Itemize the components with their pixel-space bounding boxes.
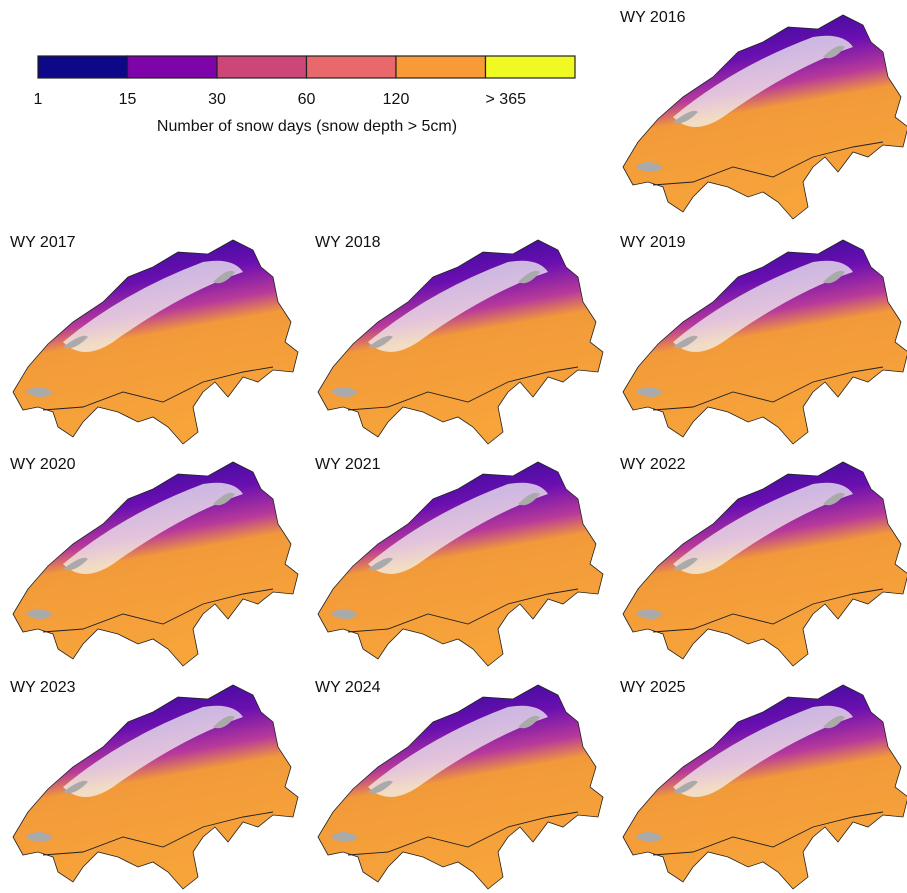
snow-map (318, 685, 603, 889)
panel-title: WY 2024 (315, 679, 381, 696)
panel-title: WY 2017 (10, 234, 76, 251)
snow-map (13, 462, 298, 666)
panel-title: WY 2016 (620, 9, 686, 26)
map-panel: WY 2025 (620, 679, 907, 889)
snow-map (623, 685, 907, 889)
map-panel: WY 2024 (315, 679, 603, 889)
colorbar-segment (37, 55, 129, 79)
colorbar-tick-label: 60 (298, 91, 316, 108)
map-panels: WY 2016 WY 2017 WY 2018 WY 2019 WY 2020 WY 20… (10, 9, 907, 889)
snow-map (623, 15, 907, 219)
colorbar-tick-label: 120 (383, 91, 410, 108)
colorbar-tick-label: > 365 (486, 91, 527, 108)
panel-title: WY 2023 (10, 679, 76, 696)
map-panel: WY 2023 (10, 679, 298, 889)
colorbar-segment (305, 55, 397, 79)
snow-map (318, 462, 603, 666)
snow-map (623, 240, 907, 444)
panel-title: WY 2025 (620, 679, 686, 696)
map-panel: WY 2017 (10, 234, 298, 444)
panel-title: WY 2020 (10, 456, 76, 473)
colorbar-segment (216, 55, 308, 79)
map-panel: WY 2020 (10, 456, 298, 666)
colorbar: 1 15 30 60 120 > 365 (34, 55, 576, 108)
panel-title: WY 2022 (620, 456, 686, 473)
panel-title: WY 2019 (620, 234, 686, 251)
colorbar-title: Number of snow days (snow depth > 5cm) (157, 118, 457, 135)
map-panel: WY 2018 (315, 234, 603, 444)
colorbar-segment (395, 55, 487, 79)
colorbar-segment (126, 55, 218, 79)
map-panel: WY 2019 (620, 234, 907, 444)
colorbar-segment (484, 55, 576, 79)
colorbar-tick-label: 30 (208, 91, 226, 108)
snow-map (623, 462, 907, 666)
map-panel: WY 2016 (620, 9, 907, 219)
map-panel: WY 2021 (315, 456, 603, 666)
map-panel: WY 2022 (620, 456, 907, 666)
panel-title: WY 2018 (315, 234, 381, 251)
snow-map (13, 240, 298, 444)
colorbar-tick-label: 15 (119, 91, 137, 108)
panel-title: WY 2021 (315, 456, 381, 473)
snow-map (13, 685, 298, 889)
snow-map (318, 240, 603, 444)
colorbar-tick-label: 1 (34, 91, 43, 108)
